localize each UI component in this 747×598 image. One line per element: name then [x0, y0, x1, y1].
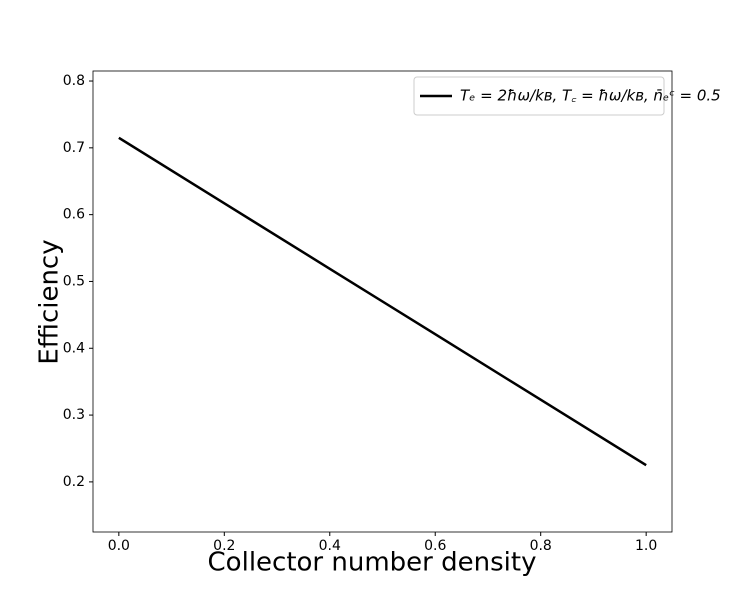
y-axis-label: Efficiency	[35, 239, 65, 364]
x-tick-label: 0.6	[424, 538, 446, 554]
line	[118, 136, 647, 467]
y-tick-label: 0.3	[63, 407, 85, 423]
x-tick-label: 0.2	[213, 538, 235, 554]
y-tick-label: 0.2	[63, 474, 85, 490]
y-tick-label: 0.5	[63, 273, 85, 289]
x-tick-label: 0.8	[530, 538, 552, 554]
x-axis-label: Collector number density	[208, 548, 537, 578]
y-tick-label: 0.4	[63, 340, 85, 356]
x-tick-label: 0.4	[319, 538, 341, 554]
x-tick-label: 0.0	[108, 538, 130, 554]
x-tick-label: 1.0	[635, 538, 657, 554]
y-tick-label: 0.6	[63, 207, 85, 223]
y-tick-label: 0.8	[63, 73, 85, 89]
y-tick-label: 0.7	[63, 140, 85, 156]
legend-label: Tₑ = 2ħω/kʙ, T꜀ = ħω/kʙ, n̄ₑᶜ = 0.5	[460, 87, 721, 105]
legend-box	[413, 76, 665, 116]
plot-frame	[92, 70, 673, 533]
